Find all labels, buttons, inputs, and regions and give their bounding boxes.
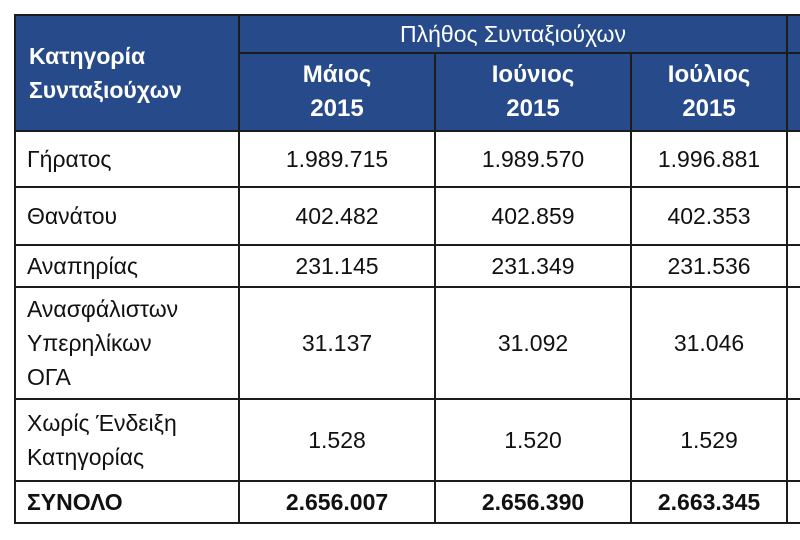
value-cell: 1.528	[238, 398, 436, 482]
row-label: Αναπηρίας	[14, 244, 240, 288]
month-year: 2015	[310, 95, 364, 122]
value-cell: 1.529	[629, 398, 789, 482]
total-value-cell: 2.656.390	[434, 480, 632, 524]
value-cell: 231.349	[434, 244, 632, 288]
total-value-cell: 2.663.345	[629, 480, 789, 524]
total-label: ΣΥΝΟΛΟ	[14, 480, 240, 524]
row-label-line: Κατηγορίας	[27, 444, 145, 470]
value-cell: 31.137	[238, 286, 436, 400]
row-label-line: Χωρίς Ένδειξη	[27, 410, 177, 436]
month-name: Μάιος	[302, 61, 372, 88]
table-row: Ανασφάλιστων Υπερηλίκων ΟΓΑ 31.137 31.09…	[14, 286, 800, 400]
value-cell: 31.092	[434, 286, 632, 400]
pensioners-table: Κατηγορία Συνταξιούχων Πλήθος Συνταξιούχ…	[14, 14, 800, 524]
row-label-line: Ανασφάλιστων	[27, 296, 179, 322]
category-header-line-1: Κατηγορία	[29, 43, 146, 69]
clipped-cell	[786, 398, 800, 482]
table-row: Χωρίς Ένδειξη Κατηγορίας 1.528 1.520 1.5…	[14, 398, 800, 482]
value-cell: 231.145	[238, 244, 436, 288]
row-label: Θανάτου	[14, 186, 240, 246]
clipped-cell	[786, 186, 800, 246]
month-year: 2015	[506, 95, 560, 122]
value-cell: 402.353	[629, 186, 789, 246]
total-row: ΣΥΝΟΛΟ 2.656.007 2.656.390 2.663.345	[14, 480, 800, 524]
row-label: Χωρίς Ένδειξη Κατηγορίας	[14, 398, 240, 482]
month-name: Ιούνιος	[491, 61, 575, 88]
table-row: Θανάτου 402.482 402.859 402.353	[14, 186, 800, 246]
row-label: Ανασφάλιστων Υπερηλίκων ΟΓΑ	[14, 286, 240, 400]
table-row: Γήρατος 1.989.715 1.989.570 1.996.881	[14, 130, 800, 188]
value-cell: 1.989.570	[434, 130, 632, 188]
clipped-cell	[786, 244, 800, 288]
category-header-line-2: Συνταξιούχων	[29, 77, 182, 103]
table-row: Αναπηρίας 231.145 231.349 231.536	[14, 244, 800, 288]
value-cell: 1.520	[434, 398, 632, 482]
value-cell: 402.482	[238, 186, 436, 246]
clipped-cell	[786, 480, 800, 524]
value-cell: 402.859	[434, 186, 632, 246]
row-label-line: Θανάτου	[27, 203, 118, 229]
clipped-cell	[786, 130, 800, 188]
category-column-header: Κατηγορία Συνταξιούχων	[14, 14, 240, 132]
clipped-header-cell	[786, 14, 800, 54]
clipped-cell	[786, 286, 800, 400]
month-column-header-may: Μάιος 2015	[238, 52, 436, 132]
month-year: 2015	[682, 95, 736, 122]
row-label: Γήρατος	[14, 130, 240, 188]
month-name: Ιούλιος	[667, 61, 751, 88]
row-label-line: ΟΓΑ	[27, 364, 71, 390]
row-label-line: Γήρατος	[27, 146, 112, 172]
value-cell: 31.046	[629, 286, 789, 400]
value-cell: 1.996.881	[629, 130, 789, 188]
value-cell: 1.989.715	[238, 130, 436, 188]
value-cell: 231.536	[629, 244, 789, 288]
month-column-header-july: Ιούλιος 2015	[629, 52, 789, 132]
row-label-line: Υπερηλίκων	[27, 330, 152, 356]
clipped-header-cell	[786, 52, 800, 132]
row-label-line: Αναπηρίας	[27, 253, 138, 279]
month-column-header-june: Ιούνιος 2015	[434, 52, 632, 132]
count-group-header: Πλήθος Συνταξιούχων	[237, 14, 789, 54]
total-value-cell: 2.656.007	[238, 480, 436, 524]
